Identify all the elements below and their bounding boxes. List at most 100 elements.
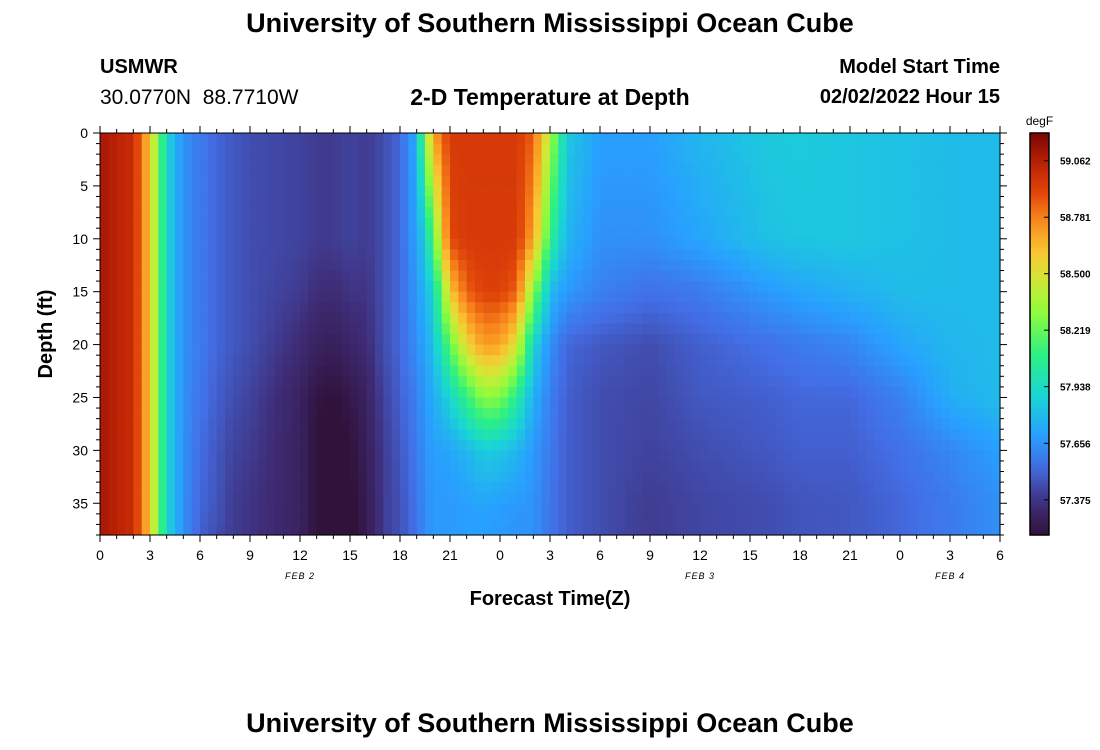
heatmap-cell <box>933 439 943 451</box>
heatmap-cell <box>733 355 743 367</box>
heatmap-cell <box>258 397 268 409</box>
heatmap-cell <box>266 270 276 282</box>
heatmap-cell <box>858 460 868 473</box>
heatmap-cell <box>166 418 176 430</box>
heatmap-cell <box>525 344 534 356</box>
heatmap-cell <box>116 259 126 272</box>
heatmap-cell <box>783 492 793 504</box>
heatmap-cell <box>983 524 993 536</box>
heatmap-cell <box>316 238 326 250</box>
heatmap-cell <box>400 429 409 441</box>
heatmap-cell <box>225 207 234 219</box>
heatmap-cell <box>966 207 976 219</box>
heatmap-cell <box>925 450 934 462</box>
heatmap-cell <box>866 154 876 166</box>
heatmap-cell <box>491 365 501 377</box>
heatmap-cell <box>183 291 193 303</box>
heatmap-cell <box>741 259 751 272</box>
heatmap-cell <box>883 323 893 335</box>
heatmap-cell <box>425 492 434 504</box>
heatmap-cell <box>550 323 559 335</box>
heatmap-cell <box>366 196 376 208</box>
heatmap-cell <box>233 386 243 399</box>
heatmap-cell <box>366 323 376 335</box>
heatmap-cell <box>341 143 351 155</box>
heatmap-cell <box>308 460 318 473</box>
heatmap-cell <box>733 133 743 145</box>
heatmap-cell <box>866 429 876 441</box>
heatmap-cell <box>425 513 434 526</box>
heatmap-cell <box>400 154 409 166</box>
heatmap-cell <box>166 175 176 187</box>
heatmap-cell <box>833 344 843 356</box>
heatmap-cell <box>241 185 251 198</box>
heatmap-cell <box>591 513 601 526</box>
heatmap-cell <box>583 334 593 346</box>
heatmap-cell <box>600 524 609 536</box>
heatmap-cell <box>441 164 451 176</box>
heatmap-cell <box>225 302 234 314</box>
chart-subtitle: 2-D Temperature at Depth <box>410 84 690 110</box>
heatmap-cell <box>333 291 343 303</box>
heatmap-cell <box>775 281 784 293</box>
heatmap-cell <box>541 524 551 536</box>
heatmap-cell <box>375 228 384 240</box>
heatmap-cell <box>258 133 268 145</box>
heatmap-cell <box>941 217 951 229</box>
heatmap-cell <box>891 238 901 250</box>
heatmap-cell <box>916 450 926 462</box>
heatmap-cell <box>266 460 276 473</box>
heatmap-cell <box>825 291 834 303</box>
heatmap-cell <box>958 185 968 198</box>
heatmap-cell <box>408 249 418 261</box>
heatmap-cell <box>141 524 151 536</box>
heatmap-cell <box>491 323 501 335</box>
heatmap-cell <box>475 196 484 208</box>
heatmap-cell <box>166 503 176 515</box>
heatmap-cell <box>416 281 426 293</box>
heatmap-cell <box>558 492 568 504</box>
heatmap-cell <box>191 175 201 187</box>
heatmap-cell <box>875 133 884 145</box>
heatmap-cell <box>241 524 251 536</box>
heatmap-cell <box>125 207 134 219</box>
heatmap-cell <box>883 376 893 388</box>
heatmap-cell <box>775 207 784 219</box>
heatmap-cell <box>875 397 884 409</box>
heatmap-cell <box>391 460 401 473</box>
heatmap-cell <box>933 270 943 282</box>
heatmap-cell <box>191 450 201 462</box>
page-title: University of Southern Mississippi Ocean… <box>246 8 854 38</box>
heatmap-cell <box>433 228 443 240</box>
heatmap-cell <box>650 323 659 335</box>
heatmap-cell <box>266 503 276 515</box>
heatmap-cell <box>266 450 276 462</box>
heatmap-cell <box>658 259 668 272</box>
heatmap-cell <box>408 344 418 356</box>
heatmap-cell <box>300 503 309 515</box>
heatmap-cell <box>316 185 326 198</box>
heatmap-cell <box>875 154 884 166</box>
heatmap-cell <box>550 175 559 187</box>
heatmap-cell <box>300 439 309 451</box>
heatmap-cell <box>841 291 851 303</box>
heatmap-cell <box>750 154 759 166</box>
heatmap-cell <box>116 133 126 145</box>
heatmap-cell <box>591 365 601 377</box>
heatmap-cell <box>716 450 726 462</box>
heatmap-cell <box>500 164 509 176</box>
heatmap-cell <box>233 259 243 272</box>
heatmap-cell <box>458 323 468 335</box>
heatmap-cell <box>666 175 676 187</box>
heatmap-cell <box>908 365 918 377</box>
heatmap-cell <box>991 524 1001 536</box>
heatmap-cell <box>283 175 293 187</box>
heatmap-cell <box>141 450 151 462</box>
heatmap-cell <box>225 312 234 325</box>
heatmap-cell <box>233 365 243 377</box>
heatmap-cell <box>200 323 209 335</box>
heatmap-cell <box>150 228 159 240</box>
heatmap-cell <box>825 450 834 462</box>
heatmap-cell <box>458 249 468 261</box>
heatmap-cell <box>766 281 776 293</box>
